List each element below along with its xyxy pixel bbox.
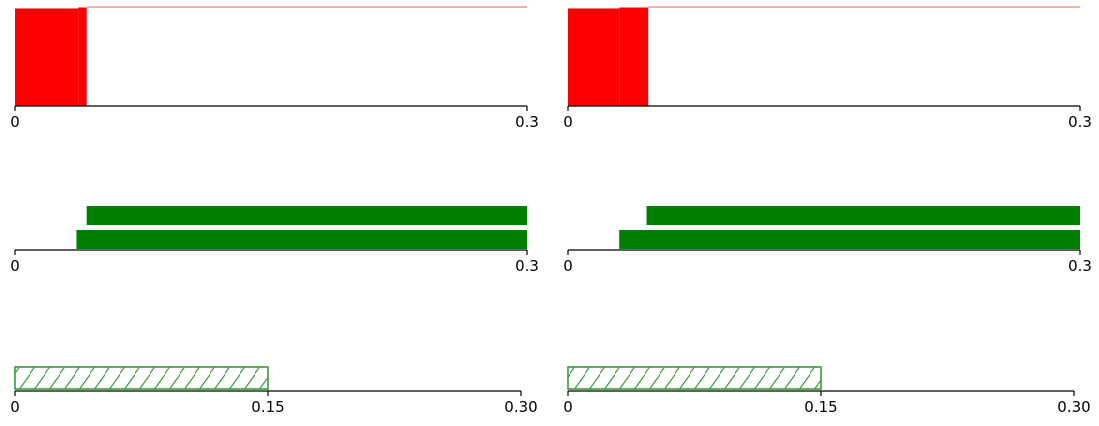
x-tick-label: 0.30: [1057, 398, 1090, 416]
x-tick-label: 0.3: [1068, 257, 1092, 275]
panel-hist-left: 0 0.3: [10, 6, 539, 131]
x-tick-label: 0: [563, 398, 573, 416]
x-tick-label: 0.15: [251, 398, 284, 416]
x-tick-label: 0.15: [804, 398, 837, 416]
panel-ranges-left: 0 0.3: [10, 206, 539, 275]
hatched-bar: [567, 366, 822, 390]
x-tick-label: 0: [10, 113, 20, 131]
histogram-bin: [15, 8, 79, 106]
range-bar: [76, 230, 527, 249]
histogram-bin: [568, 8, 620, 106]
histogram-bin: [78, 7, 87, 106]
x-tick-label: 0: [10, 257, 20, 275]
x-tick-label: 0.3: [1068, 113, 1092, 131]
panel-ranges-right: 0 0.3: [563, 206, 1092, 275]
x-tick-label: 0: [563, 257, 573, 275]
range-bar: [619, 230, 1080, 249]
x-tick-label: 0.3: [515, 113, 539, 131]
range-bar: [86, 206, 528, 225]
x-tick-label: 0: [563, 113, 573, 131]
hatched-bar: [14, 366, 269, 390]
chart-layer: 0 0.3 0 0.30 0.3 0 0.30 0.15 0.30 0 0.15 0.30: [10, 6, 1092, 416]
panel-hatched-right: 0 0.15 0.30: [563, 366, 1091, 416]
x-tick-label: 0.3: [515, 257, 539, 275]
x-tick-label: 0: [10, 398, 20, 416]
histogram-bin: [619, 7, 649, 106]
x-tick-label: 0.30: [504, 398, 537, 416]
panel-hist-right: 0 0.3: [563, 6, 1092, 131]
panel-hatched-left: 0 0.15 0.30: [10, 366, 538, 416]
range-bar: [646, 206, 1080, 225]
